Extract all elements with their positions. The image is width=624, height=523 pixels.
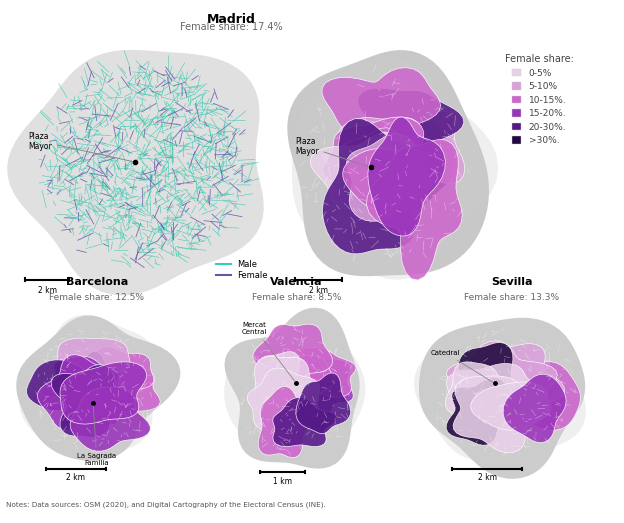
Polygon shape [338,128,444,199]
Polygon shape [70,387,150,451]
Polygon shape [306,358,353,418]
Polygon shape [346,134,432,221]
Polygon shape [322,67,441,144]
Polygon shape [37,355,123,430]
Text: Madrid: Madrid [207,13,255,26]
Text: Female share: 13.3%: Female share: 13.3% [464,292,559,302]
Polygon shape [414,324,586,461]
Polygon shape [19,315,159,454]
Polygon shape [287,50,489,276]
Text: 2 km: 2 km [478,473,497,482]
Polygon shape [60,362,147,424]
Polygon shape [7,50,264,295]
Polygon shape [258,386,311,458]
Text: 2 km: 2 km [66,473,85,482]
Polygon shape [366,139,462,280]
Polygon shape [86,347,154,399]
Polygon shape [445,362,499,427]
Polygon shape [368,117,446,236]
Polygon shape [392,101,465,187]
Polygon shape [253,324,333,385]
Polygon shape [458,343,521,425]
Polygon shape [273,397,337,447]
Polygon shape [275,347,356,397]
Polygon shape [26,360,89,411]
Polygon shape [57,338,130,378]
Text: Female share: 8.5%: Female share: 8.5% [251,292,341,302]
Text: Mercat
Central: Mercat Central [242,322,295,381]
Polygon shape [446,378,513,445]
Text: Plaza
Mayor: Plaza Mayor [295,137,368,166]
Polygon shape [475,344,565,412]
Polygon shape [247,368,319,430]
Polygon shape [16,315,180,461]
Text: Sevilla: Sevilla [491,277,532,287]
Polygon shape [447,363,547,426]
Polygon shape [343,149,436,211]
Text: Notes: Data sources: OSM (2020), and Digital Cartography of the Electoral Census: Notes: Data sources: OSM (2020), and Dig… [6,502,326,508]
Polygon shape [69,366,160,415]
Polygon shape [292,58,499,280]
Polygon shape [419,318,585,479]
Polygon shape [323,117,427,189]
Text: Female share: 12.5%: Female share: 12.5% [49,292,144,302]
Polygon shape [446,341,557,414]
Polygon shape [73,351,120,401]
Text: Female share: 17.4%: Female share: 17.4% [180,22,282,32]
Polygon shape [296,373,351,434]
Polygon shape [310,132,425,216]
Polygon shape [503,374,566,442]
Text: 2 km: 2 km [38,287,57,295]
Polygon shape [470,382,551,430]
Polygon shape [224,321,366,461]
Text: Barcelona: Barcelona [66,277,128,287]
Polygon shape [386,113,456,210]
Polygon shape [225,308,359,469]
Text: 2 km: 2 km [310,287,328,295]
Text: La Sagrada
Familia: La Sagrada Familia [77,406,116,465]
Legend: Male, Female: Male, Female [212,257,271,283]
Polygon shape [264,355,334,401]
Legend: 0-5%, 5-10%, 10-15%., 15-20%., 20-30%., >30%.: 0-5%, 5-10%, 10-15%., 15-20%., 20-30%., … [505,54,574,145]
Polygon shape [42,356,109,399]
Polygon shape [453,376,540,453]
Polygon shape [473,360,546,417]
Text: 1 km: 1 km [273,477,292,486]
Polygon shape [51,365,116,437]
Polygon shape [251,352,315,420]
Text: Valencia: Valencia [270,277,323,287]
Polygon shape [336,117,422,199]
Polygon shape [489,362,580,430]
Text: Plaza
Mayor: Plaza Mayor [28,131,132,162]
Polygon shape [255,356,319,424]
Polygon shape [358,88,464,160]
Text: Catedral: Catedral [431,350,492,382]
Polygon shape [323,119,416,254]
